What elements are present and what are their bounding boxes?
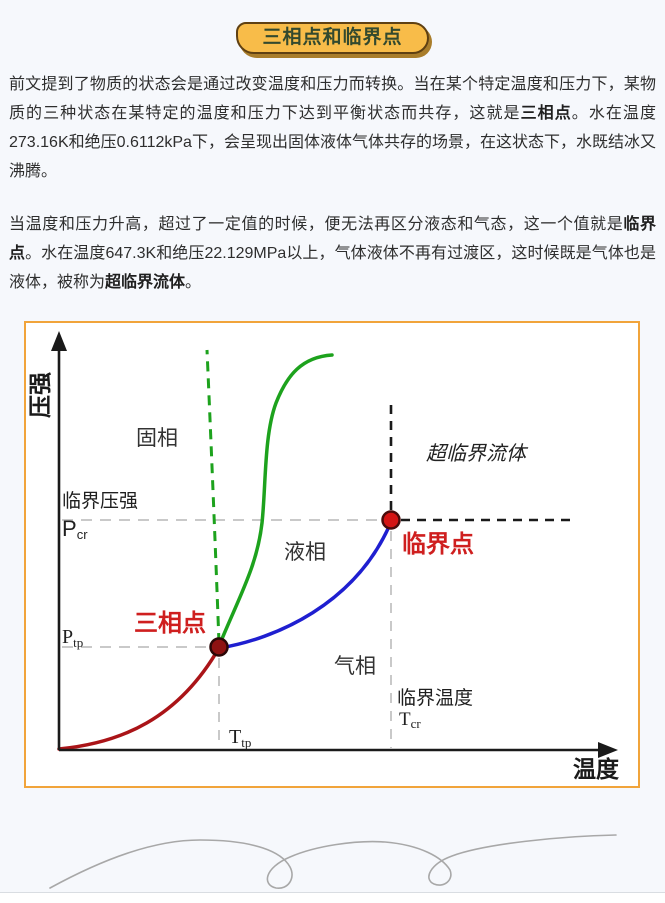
title-badge: 三相点和临界点 bbox=[236, 22, 429, 54]
phase-diagram-svg: 压强 温度 固相 液相 气相 超临界流体 临界压强 Pcr Ptp Ttp 临界… bbox=[27, 331, 620, 782]
y-axis-label: 压强 bbox=[27, 372, 53, 418]
liquid-phase-label: 液相 bbox=[284, 541, 326, 564]
text-segment: 当温度和压力升高，超过了一定值的时候，便无法再区分液态和气态，这一个值就是 bbox=[9, 216, 624, 233]
melting-curve bbox=[217, 353, 334, 648]
triple-point-label: 三相点 bbox=[134, 610, 206, 637]
text-segment: 。水在温度647.3K和绝压22.129MPa以上，气体液体不再有过渡区，这时候… bbox=[9, 245, 656, 291]
ttp-label: Ttp bbox=[229, 726, 251, 750]
key-term: 超临界流体 bbox=[105, 274, 186, 291]
y-axis-arrow bbox=[51, 331, 67, 351]
x-axis-arrow bbox=[598, 742, 618, 758]
text-segment: 前文提到了物质的状态会是通过改变温度和压力而转换。当在某个特定温度和压力下，某物… bbox=[9, 76, 656, 122]
key-term: 三相点 bbox=[520, 105, 572, 122]
page-title: 三相点和临界点 bbox=[262, 27, 403, 48]
gas-phase-label: 气相 bbox=[334, 655, 376, 678]
tcr-label: Tcr bbox=[399, 709, 421, 731]
paragraph: 前文提到了物质的状态会是通过改变温度和压力而转换。当在某个特定温度和压力下，某物… bbox=[9, 70, 656, 186]
supercritical-fluid-label: 超临界流体 bbox=[426, 443, 529, 465]
vaporization-curve bbox=[218, 520, 393, 650]
paragraph: 当温度和压力升高，超过了一定值的时候，便无法再区分液态和气态，这一个值就是临界点… bbox=[9, 210, 656, 297]
phase-diagram-figure: 压强 温度 固相 液相 气相 超临界流体 临界压强 Pcr Ptp Ttp 临界… bbox=[24, 321, 640, 788]
decorative-squiggle bbox=[49, 834, 617, 889]
text-segment: 。 bbox=[185, 274, 202, 291]
pcr-label: Pcr bbox=[62, 516, 88, 542]
key-term: 临界点 bbox=[9, 216, 656, 262]
article-body: 前文提到了物质的状态会是通过改变温度和压力而转换。当在某个特定温度和压力下，某物… bbox=[0, 70, 665, 297]
critical-point-label: 临界点 bbox=[402, 530, 474, 558]
x-axis-label: 温度 bbox=[573, 756, 620, 782]
squiggle-path bbox=[49, 834, 617, 889]
solid-phase-label: 固相 bbox=[136, 427, 178, 450]
footer-decoration bbox=[0, 820, 665, 892]
critical-pressure-label: 临界压强 bbox=[62, 490, 138, 512]
melting-curve-dashed bbox=[205, 349, 221, 644]
critical-temperature-label: 临界温度 bbox=[397, 687, 473, 709]
sublimation-curve bbox=[57, 646, 221, 751]
triple-point-marker bbox=[209, 637, 229, 657]
critical-point-marker bbox=[381, 510, 401, 530]
text-segment: 。水在温度273.16K和绝压0.6112kPa下，会呈现出固体液体气体共存的场… bbox=[9, 105, 656, 180]
ptp-label: Ptp bbox=[62, 626, 83, 650]
title-badge-row: 三相点和临界点 bbox=[0, 0, 665, 54]
